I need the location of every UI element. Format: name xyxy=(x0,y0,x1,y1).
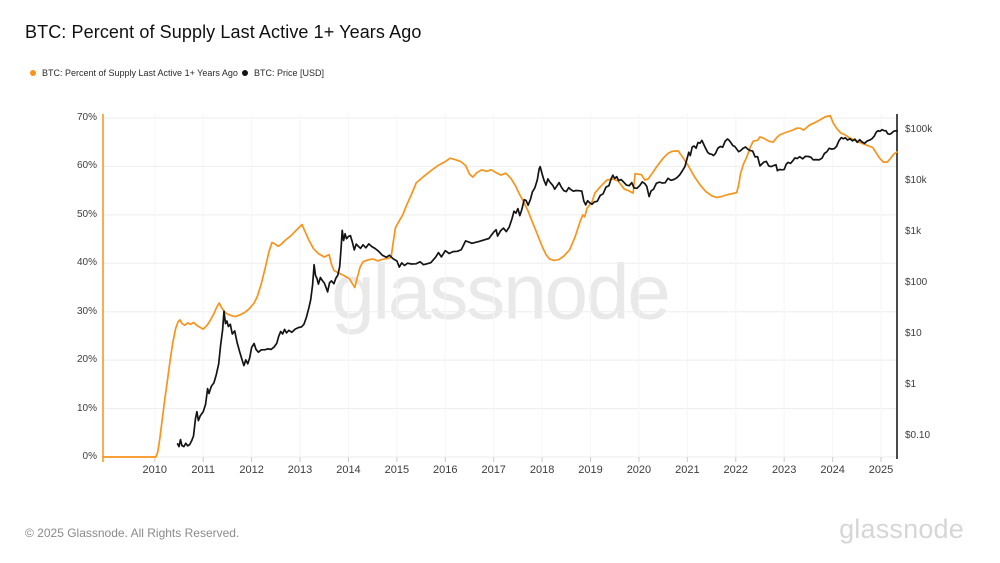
right-axis-label-$10k: $10k xyxy=(905,175,927,186)
supply-series-line xyxy=(102,114,898,458)
x-axis-label-2022: 2022 xyxy=(723,464,748,476)
x-axis-label-2015: 2015 xyxy=(384,464,410,476)
x-axis-label-2025: 2025 xyxy=(868,464,894,476)
y-axis-label-10%: 10% xyxy=(76,402,97,414)
y-axis-label-50%: 50% xyxy=(76,208,97,220)
right-axis-label-$0.10: $0.10 xyxy=(905,430,931,441)
legend-item-supply[interactable]: BTC: Percent of Supply Last Active 1+ Ye… xyxy=(30,67,238,79)
x-axis-label-2010: 2010 xyxy=(142,464,168,476)
x-axis-label-2020: 2020 xyxy=(626,464,652,476)
y-axis-label-60%: 60% xyxy=(76,160,97,172)
legend-label-price: BTC: Price [USD] xyxy=(254,68,325,78)
y-axis-label-70%: 70% xyxy=(76,112,97,123)
legend-dot-black-icon xyxy=(242,70,248,76)
x-axis-label-2011: 2011 xyxy=(191,464,216,476)
legend-dot-orange-icon xyxy=(30,70,36,76)
legend-item-price[interactable]: BTC: Price [USD] xyxy=(242,67,324,79)
x-axis-label-2019: 2019 xyxy=(578,464,603,476)
glassnode-logo: glassnode xyxy=(839,514,964,544)
page-title: BTC: Percent of Supply Last Active 1+ Ye… xyxy=(25,22,422,42)
x-axis-label-2021: 2021 xyxy=(675,464,700,476)
x-axis-label-2016: 2016 xyxy=(433,464,458,476)
x-axis-label-2024: 2024 xyxy=(820,464,845,476)
y-axis-label-0%: 0% xyxy=(82,451,97,462)
y-axis-label-40%: 40% xyxy=(76,257,97,269)
price-series-line xyxy=(176,128,898,448)
x-axis-label-2017: 2017 xyxy=(481,464,506,476)
y-axis-label-20%: 20% xyxy=(76,354,97,366)
x-axis-label-2012: 2012 xyxy=(239,464,264,476)
copyright-text: © 2025 Glassnode. All Rights Reserved. xyxy=(25,526,240,540)
legend-label-supply: BTC: Percent of Supply Last Active 1+ Ye… xyxy=(42,68,238,78)
y-axis-label-30%: 30% xyxy=(76,305,97,317)
right-axis-label-$1: $1 xyxy=(905,379,917,390)
right-axis-label-$10: $10 xyxy=(905,328,922,339)
right-axis-label-$100: $100 xyxy=(905,277,928,288)
x-axis-label-2014: 2014 xyxy=(336,464,361,476)
x-axis-label-2023: 2023 xyxy=(771,464,797,476)
right-axis-label-$100k: $100k xyxy=(905,124,933,135)
x-axis-label-2013: 2013 xyxy=(287,464,313,476)
x-axis-label-2018: 2018 xyxy=(529,464,555,476)
right-axis-label-$1k: $1k xyxy=(905,226,922,237)
